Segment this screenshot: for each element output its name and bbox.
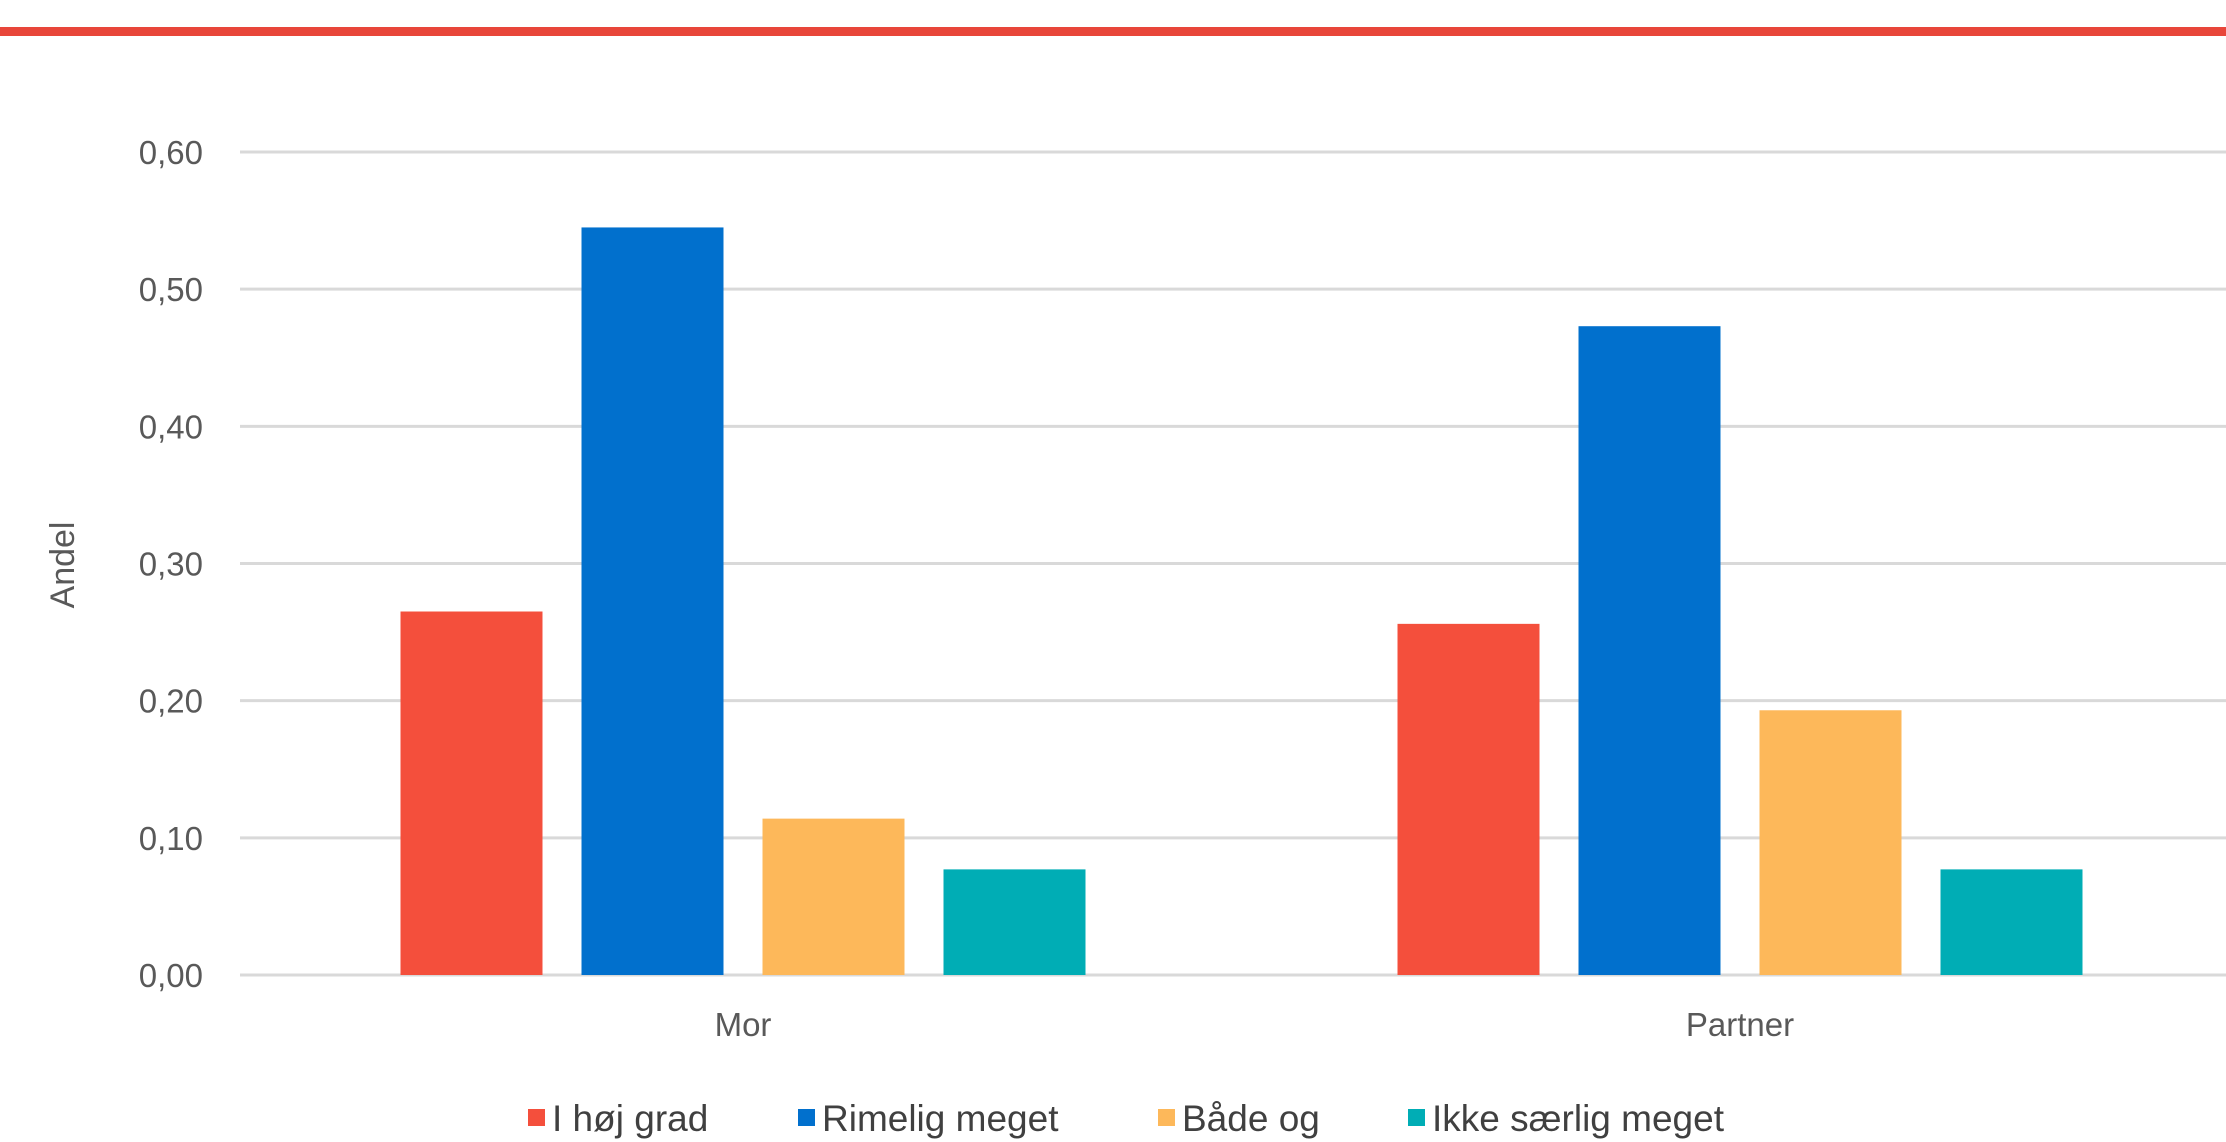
y-tick-label: 0,30 (139, 546, 203, 583)
y-axis-title: Andel (44, 522, 82, 609)
bar (400, 611, 543, 975)
x-axis-category-labels: Mor Partner (715, 1006, 1795, 1043)
y-tick-label: 0,10 (139, 820, 203, 857)
bar (762, 818, 905, 975)
legend-label: I høj grad (552, 1098, 708, 1139)
x-category-label: Mor (715, 1006, 772, 1043)
legend-label: Ikke særlig meget (1432, 1098, 1725, 1139)
legend-label: Rimelig meget (822, 1098, 1059, 1139)
top-accent-rule (0, 27, 2226, 36)
legend-swatch (1408, 1109, 1425, 1126)
bar (1940, 869, 2083, 975)
legend-swatch (1158, 1109, 1175, 1126)
y-axis-tick-labels: 0,00 0,10 0,20 0,30 0,40 0,50 0,60 (139, 134, 203, 994)
bars (400, 227, 2083, 976)
legend: I høj grad Rimelig meget Både og Ikke særli… (528, 1098, 1725, 1139)
bar (1759, 710, 1902, 975)
bar (943, 869, 1086, 975)
bar (581, 227, 724, 976)
y-tick-label: 0,20 (139, 683, 203, 720)
legend-swatch (798, 1109, 815, 1126)
bar (1397, 623, 1540, 975)
legend-swatch (528, 1109, 545, 1126)
y-tick-label: 0,00 (139, 957, 203, 994)
legend-label: Både og (1182, 1098, 1320, 1139)
x-category-label: Partner (1686, 1006, 1794, 1043)
bar (1578, 326, 1721, 975)
y-tick-label: 0,40 (139, 408, 203, 445)
y-tick-label: 0,60 (139, 134, 203, 171)
y-tick-label: 0,50 (139, 271, 203, 308)
